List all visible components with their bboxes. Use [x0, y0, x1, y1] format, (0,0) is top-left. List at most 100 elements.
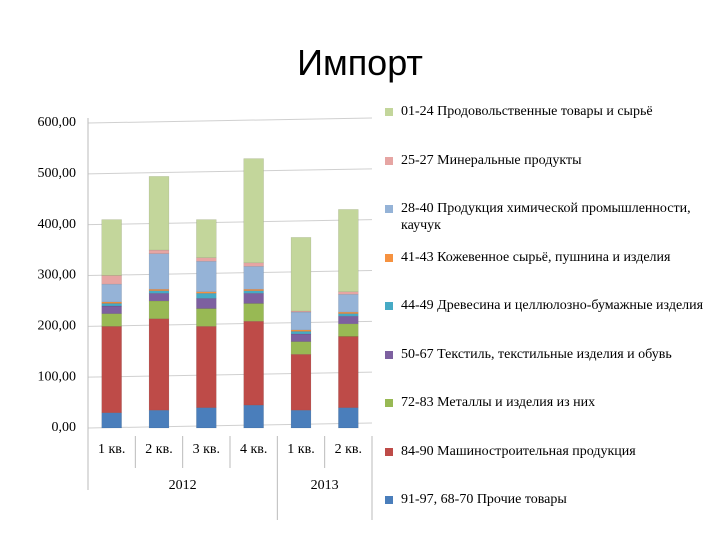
y-tick-label: 400,00 — [38, 217, 77, 232]
bar-segment — [243, 293, 264, 304]
legend-swatch — [385, 156, 393, 165]
x-tick-label: 1 кв. — [287, 442, 314, 457]
legend-label: 01-24 Продовольственные товары и сырьё — [401, 104, 653, 119]
legend-label: 28-40 Продукция химической промышленност… — [401, 201, 691, 233]
bar-segment — [338, 323, 359, 337]
bar-segment — [290, 341, 312, 355]
bar-segment — [338, 336, 359, 408]
group-label: 2012 — [169, 478, 197, 493]
bar-segment — [243, 158, 264, 264]
bar-segment — [148, 300, 170, 319]
legend-item: 28-40 Продукция химической промышленност… — [385, 200, 715, 249]
legend-label: 41-43 Кожевенное сырьё, пушнина и издели… — [401, 249, 671, 265]
grid-line — [87, 371, 373, 378]
bar-segment — [243, 321, 264, 406]
legend-swatch — [385, 302, 393, 310]
bar-segment — [196, 308, 217, 327]
bar-segment — [148, 409, 170, 429]
bar-segment — [196, 219, 217, 258]
bar-segment — [290, 331, 312, 335]
x-tick-label: 4 кв. — [240, 442, 267, 457]
y-tick-label: 200,00 — [38, 319, 77, 334]
bar-segment — [196, 407, 217, 429]
bar-segment — [101, 303, 122, 307]
legend-swatch — [385, 447, 393, 456]
x-tick-label: 2 кв. — [145, 442, 172, 457]
legend-label: 72-83 Металлы и изделия из них — [401, 395, 596, 410]
bar-segment — [243, 290, 264, 294]
chart-title: Импорт — [297, 42, 423, 83]
legend-swatch — [385, 350, 393, 359]
bar-segment — [101, 313, 122, 327]
bar-segment — [148, 290, 170, 294]
bar-segment — [338, 407, 359, 429]
legend-swatch — [385, 399, 393, 407]
grid-line — [87, 270, 373, 276]
bar-segment — [243, 303, 264, 322]
bar-segment — [338, 209, 359, 293]
bar-segment — [196, 326, 217, 408]
bar-segment — [290, 354, 312, 411]
group-label: 2013 — [311, 478, 339, 493]
x-tick-label: 1 кв. — [98, 442, 125, 457]
bar-segment — [196, 261, 217, 293]
legend-swatch — [385, 108, 393, 116]
bar-segment — [196, 298, 217, 309]
bar-segment — [101, 305, 122, 314]
legend-label: 25-27 Минеральные продукты — [401, 152, 582, 168]
y-tick-label: 100,00 — [38, 369, 77, 384]
bar-segment — [148, 293, 170, 302]
grid-line — [87, 168, 373, 175]
y-tick-label: 300,00 — [38, 268, 77, 283]
legend-swatch — [385, 205, 393, 213]
bar-segment — [148, 318, 170, 411]
legend-label: 84-90 Машиностроительная продукция — [401, 443, 636, 459]
bar-segment — [338, 313, 359, 317]
y-tick-label: 600,00 — [38, 115, 77, 130]
bar-segment — [196, 293, 217, 299]
legend-item: 50-67 Текстиль, текстильные изделия и об… — [385, 346, 715, 395]
bar-segment — [101, 219, 122, 276]
bar-segment — [243, 404, 264, 429]
grid-line — [87, 422, 373, 429]
legend-item: 44-49 Древесина и целлюлозно-бумажные из… — [385, 297, 715, 346]
x-tick-label: 2 кв. — [335, 442, 362, 457]
legend-item: 84-90 Машиностроительная продукция — [385, 443, 715, 492]
y-tick-label: 0,00 — [52, 420, 77, 435]
x-tick-label: 3 кв. — [193, 442, 220, 457]
bar-segment — [290, 333, 312, 342]
bar-segment — [243, 266, 264, 290]
bar-segment — [196, 257, 217, 262]
bar-segment — [338, 315, 359, 325]
bar-segment — [243, 262, 264, 267]
grid-line — [87, 320, 373, 327]
bar-segment — [101, 412, 122, 429]
legend-label: 44-49 Древесина и целлюлозно-бумажные из… — [401, 298, 704, 313]
legend-swatch — [385, 496, 393, 504]
bar-segment — [148, 253, 170, 290]
bar-segment — [338, 291, 359, 295]
grid-line — [87, 219, 373, 226]
legend-item: 91-97, 68-70 Прочие товары — [385, 491, 715, 540]
legend-item: 25-27 Минеральные продукты — [385, 152, 715, 201]
legend-item: 01-24 Продовольственные товары и сырьё — [385, 103, 715, 152]
bar-segment — [148, 249, 170, 254]
bar-segment — [101, 275, 122, 285]
legend: 01-24 Продовольственные товары и сырьё 25… — [385, 103, 715, 540]
legend-swatch — [385, 253, 393, 262]
bar-segment — [338, 294, 359, 313]
grid-line — [87, 117, 373, 124]
bar-segment — [101, 283, 122, 303]
bar-segment — [290, 237, 312, 312]
chart: 0,00 100,00 200,00 300,00 400,00 500,00 600,00… — [38, 115, 373, 520]
bar-segment — [290, 409, 312, 429]
legend-item: 41-43 Кожевенное сырьё, пушнина и издели… — [385, 249, 715, 298]
legend-label: 91-97, 68-70 Прочие товары — [401, 492, 567, 507]
bar-segment — [101, 326, 122, 414]
bar-segment — [290, 311, 312, 331]
y-tick-label: 500,00 — [38, 166, 77, 181]
bar-segment — [148, 176, 170, 251]
legend-item: 72-83 Металлы и изделия из них — [385, 394, 715, 443]
legend-label: 50-67 Текстиль, текстильные изделия и об… — [401, 346, 672, 362]
